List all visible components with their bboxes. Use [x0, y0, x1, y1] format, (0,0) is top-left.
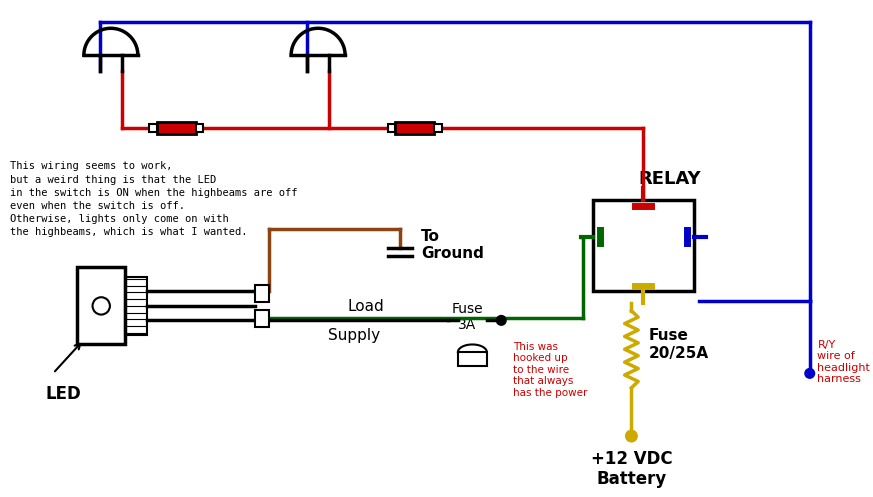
Circle shape — [805, 369, 815, 378]
Bar — [388, 124, 395, 132]
Text: 86: 86 — [610, 232, 624, 242]
Text: To
Ground: To Ground — [422, 229, 485, 261]
Text: R/Y
wire of
headlight
harness: R/Y wire of headlight harness — [817, 339, 870, 385]
Bar — [126, 277, 147, 335]
Bar — [149, 124, 157, 132]
Bar — [458, 352, 487, 366]
Text: 85: 85 — [663, 232, 677, 242]
Text: 30: 30 — [655, 281, 669, 291]
Text: +12 VDC
Battery: +12 VDC Battery — [591, 450, 672, 489]
Bar — [256, 285, 269, 302]
Text: Load: Load — [347, 299, 384, 314]
Text: 87: 87 — [636, 217, 650, 227]
Bar — [196, 124, 203, 132]
Bar — [157, 122, 196, 134]
Bar — [256, 310, 269, 327]
Bar — [395, 122, 434, 134]
Text: RELAY: RELAY — [639, 170, 701, 188]
Text: This wiring seems to work,
but a weird thing is that the LED
in the switch is ON: This wiring seems to work, but a weird t… — [10, 162, 297, 237]
Text: LED: LED — [45, 385, 81, 403]
Text: This was
hooked up
to the wire
that always
has the power: This was hooked up to the wire that alwa… — [512, 341, 588, 398]
Circle shape — [626, 430, 637, 442]
Bar — [593, 200, 694, 291]
Text: Fuse
3A: Fuse 3A — [451, 302, 484, 332]
Bar — [77, 267, 126, 344]
Text: Supply: Supply — [327, 328, 380, 343]
Bar — [434, 124, 442, 132]
Circle shape — [497, 316, 506, 325]
Circle shape — [93, 297, 110, 315]
Text: Fuse
20/25A: Fuse 20/25A — [649, 329, 709, 361]
